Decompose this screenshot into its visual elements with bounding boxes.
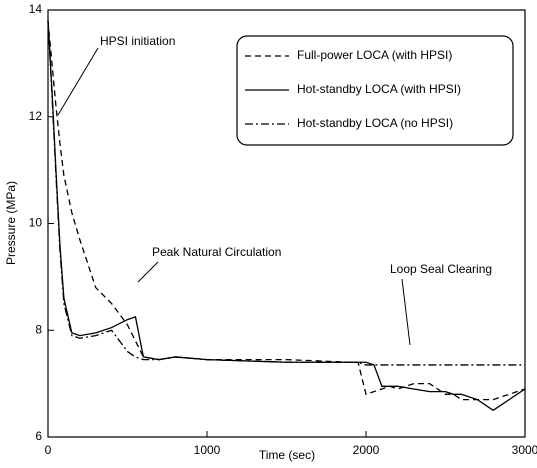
annotation: Loop Seal Clearing <box>390 262 492 276</box>
x-tick-label: 0 <box>45 443 52 457</box>
annotation-pointer <box>57 47 99 116</box>
y-tick-label: 8 <box>35 322 42 336</box>
annotation-pointer <box>401 278 411 346</box>
y-axis-label: Pressure (MPa) <box>4 181 18 265</box>
x-tick-label: 3000 <box>512 443 537 457</box>
legend-box <box>236 35 514 146</box>
legend-label: Hot-standby LOCA (no HPSI) <box>297 116 453 130</box>
x-tick-label: 2000 <box>353 443 380 457</box>
series-line <box>47 20 525 366</box>
series-line <box>47 20 526 401</box>
x-axis-label: Time (sec) <box>259 448 315 462</box>
y-tick-label: 6 <box>35 429 42 443</box>
annotation: HPSI initiation <box>100 34 175 48</box>
y-tick-label: 12 <box>29 109 43 123</box>
y-tick-label: 10 <box>29 216 43 230</box>
legend-label: Full-power LOCA (with HPSI) <box>297 48 452 62</box>
legend-label: Hot-standby LOCA (with HPSI) <box>297 82 461 96</box>
y-tick-label: 14 <box>29 2 43 16</box>
annotation: Peak Natural Circulation <box>152 245 281 259</box>
x-tick-label: 1000 <box>194 443 221 457</box>
annotation-pointer <box>137 261 159 283</box>
